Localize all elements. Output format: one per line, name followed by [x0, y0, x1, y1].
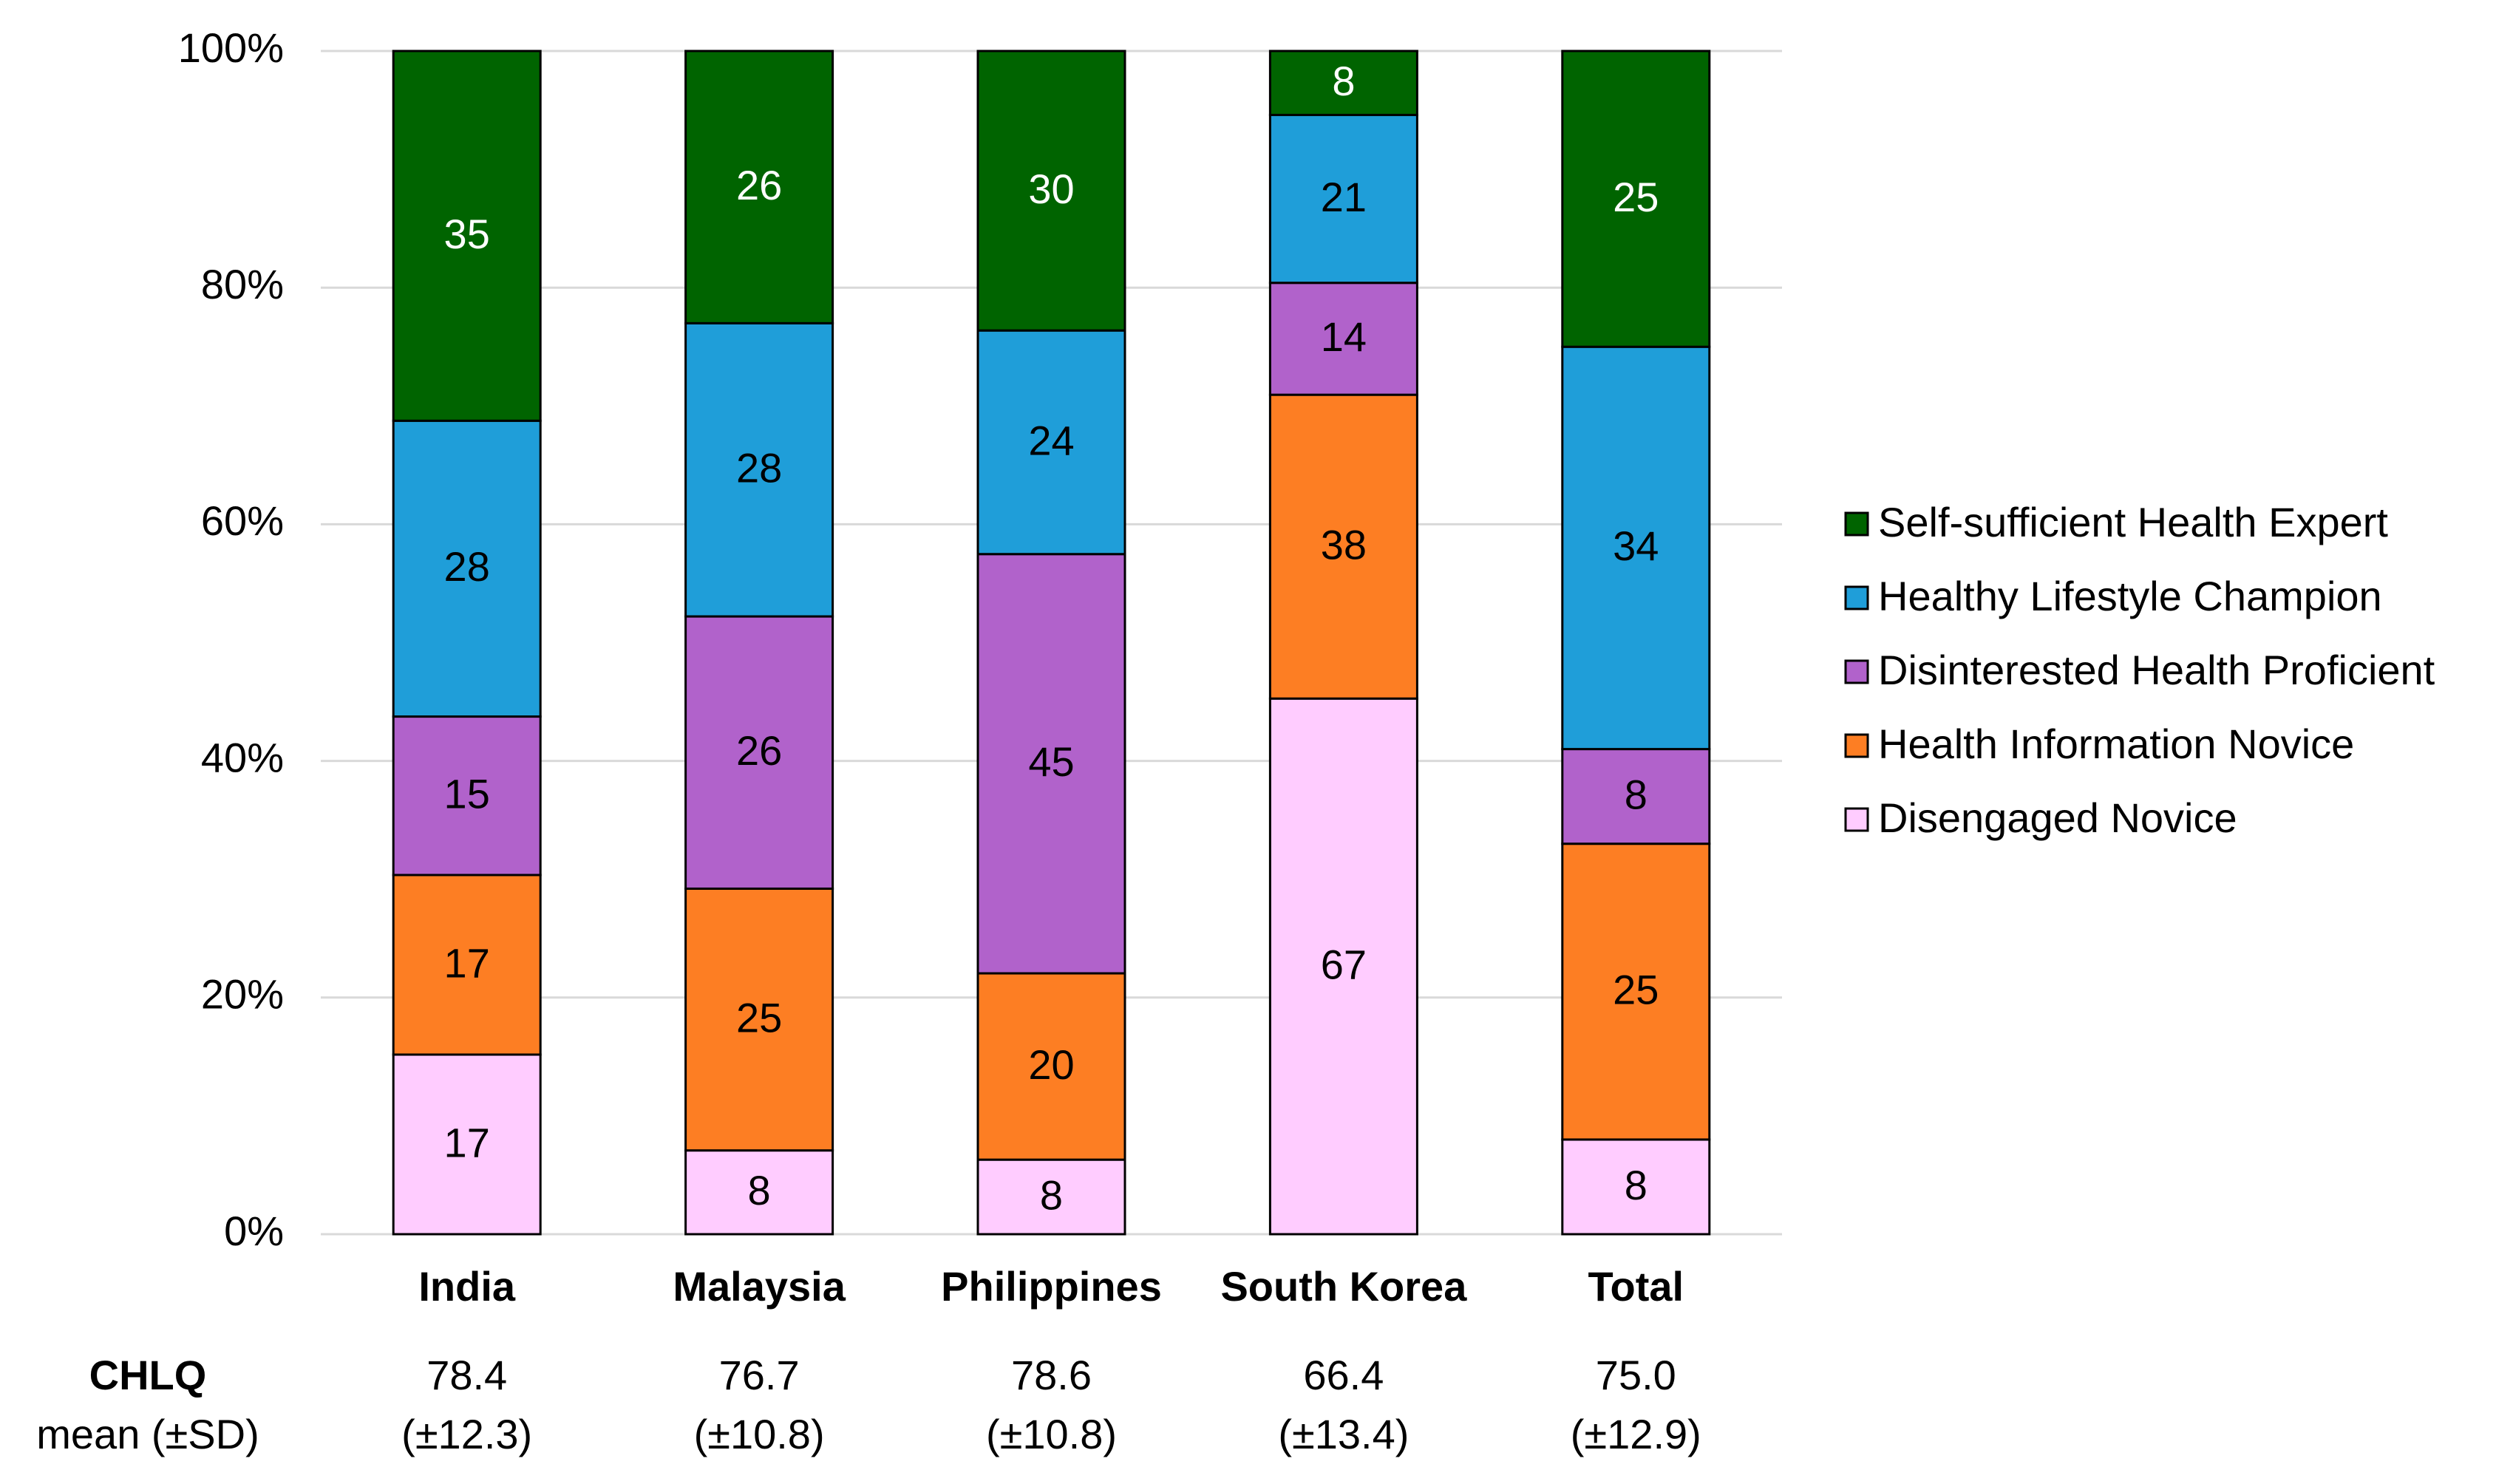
legend-label: Disengaged Novice	[1878, 794, 2237, 841]
x-tick-label: South Korea	[1220, 1263, 1467, 1310]
bar-segment	[1268, 282, 1418, 396]
data-label: 28	[444, 543, 490, 590]
bar-segment	[392, 715, 542, 877]
legend-swatch	[1844, 733, 1869, 758]
bar-segment	[392, 1053, 542, 1236]
data-label: 8	[748, 1167, 771, 1214]
bar-segment	[976, 329, 1126, 556]
bar-segment	[684, 887, 834, 1152]
legend-swatch	[1844, 511, 1869, 537]
chlq-sd: (±12.9)	[1571, 1411, 1701, 1457]
data-label: 26	[736, 162, 782, 208]
chlq-subtitle: mean (±SD)	[36, 1411, 259, 1457]
bar-segment	[684, 321, 834, 618]
y-tick-label: 20%	[201, 971, 284, 1018]
data-label: 8	[1625, 1162, 1647, 1208]
data-label: 25	[1613, 174, 1659, 220]
legend-swatch	[1844, 659, 1869, 684]
legend-label: Healthy Lifestyle Champion	[1878, 573, 2382, 619]
x-tick-label: Malaysia	[673, 1263, 846, 1310]
bar-segment	[684, 50, 834, 324]
data-label: 24	[1028, 417, 1074, 463]
bar-segment	[1561, 345, 1711, 751]
data-label: 8	[1625, 771, 1647, 817]
bar-segment	[1561, 1138, 1711, 1236]
data-label: 20	[1028, 1041, 1074, 1088]
chlq-mean: 78.4	[426, 1352, 507, 1398]
data-label: 25	[736, 994, 782, 1041]
data-label: 8	[1040, 1171, 1063, 1218]
chlq-mean: 76.7	[719, 1352, 800, 1398]
y-tick-label: 0%	[224, 1208, 284, 1254]
bar-segment	[976, 553, 1126, 975]
y-tick-label: 100%	[178, 24, 284, 71]
chlq-title: CHLQ	[89, 1352, 207, 1398]
data-label: 15	[444, 771, 490, 817]
bar-segment	[1268, 697, 1418, 1236]
bar-segment	[976, 50, 1126, 332]
data-label: 14	[1321, 313, 1367, 360]
data-label: 8	[1332, 58, 1355, 104]
chlq-sd: (±13.4)	[1278, 1411, 1409, 1457]
legend-label: Health Information Novice	[1878, 721, 2354, 767]
data-label: 35	[444, 211, 490, 257]
bar-segment	[392, 874, 542, 1056]
bar-segment	[1268, 393, 1418, 700]
chlq-sd: (±10.8)	[694, 1411, 825, 1457]
y-tick-label: 60%	[201, 497, 284, 544]
legend-label: Self-sufficient Health Expert	[1878, 499, 2388, 545]
bar-segment	[684, 1149, 834, 1236]
bar-segment	[392, 419, 542, 718]
data-label: 38	[1321, 521, 1367, 568]
chlq-sd: (±10.8)	[986, 1411, 1117, 1457]
data-label: 45	[1028, 738, 1074, 785]
data-label: 30	[1028, 166, 1074, 212]
chlq-mean: 78.6	[1011, 1352, 1092, 1398]
bar-segment	[1268, 50, 1418, 117]
x-tick-label: Philippines	[941, 1263, 1162, 1310]
bar-segment	[976, 972, 1126, 1161]
y-tick-label: 40%	[201, 734, 284, 780]
data-label: 25	[1613, 967, 1659, 1013]
x-tick-label: Total	[1588, 1263, 1684, 1310]
bar-segment	[976, 1158, 1126, 1236]
data-label: 17	[444, 939, 490, 986]
chlq-mean: 75.0	[1596, 1352, 1676, 1398]
bar-segment	[1561, 843, 1711, 1141]
data-label: 28	[736, 445, 782, 491]
bar-segment	[1561, 50, 1711, 348]
bar-segment	[1561, 748, 1711, 845]
chlq-mean: 66.4	[1303, 1352, 1384, 1398]
chlq-sd: (±12.3)	[401, 1411, 532, 1457]
data-label: 34	[1613, 523, 1659, 569]
y-tick-label: 80%	[201, 261, 284, 307]
legend-swatch	[1844, 807, 1869, 832]
data-label: 26	[736, 727, 782, 774]
legend-label: Disinterested Health Proficient	[1878, 647, 2435, 693]
data-label: 21	[1321, 174, 1367, 220]
legend-swatch	[1844, 585, 1869, 610]
bar-segment	[1268, 114, 1418, 285]
data-label: 67	[1321, 941, 1367, 987]
bar-segment	[392, 50, 542, 422]
x-tick-label: India	[418, 1263, 516, 1310]
bar-segment	[684, 615, 834, 890]
data-label: 17	[444, 1119, 490, 1165]
